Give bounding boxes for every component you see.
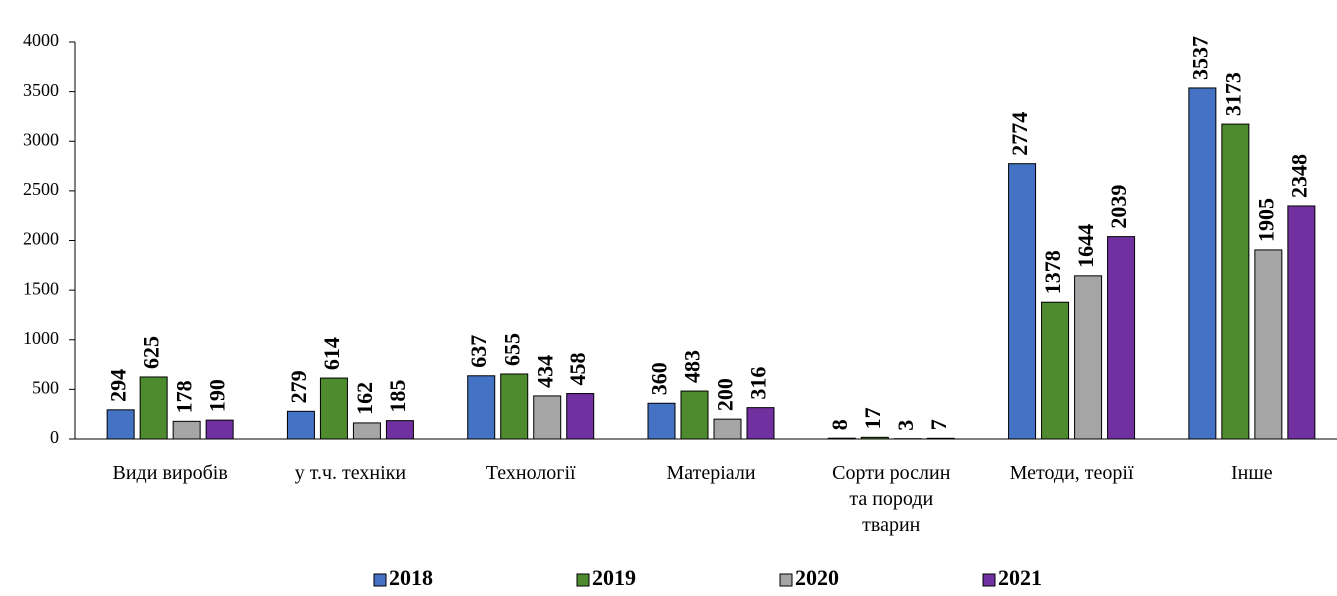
legend-swatch — [982, 573, 996, 587]
bar — [746, 407, 775, 440]
bar — [467, 375, 496, 440]
legend-swatch — [779, 573, 793, 587]
legend-label: 2021 — [998, 565, 1042, 590]
value-label: 185 — [385, 380, 410, 413]
bar — [713, 418, 742, 440]
value-label: 1905 — [1253, 198, 1278, 242]
value-label: 3 — [893, 420, 918, 431]
bar — [1188, 87, 1217, 440]
bar — [1254, 249, 1283, 440]
value-label: 17 — [860, 407, 885, 429]
bar — [500, 373, 529, 440]
value-label: 2774 — [1007, 112, 1032, 156]
value-label: 7 — [926, 419, 951, 430]
bar — [533, 395, 562, 440]
value-label: 614 — [319, 337, 344, 370]
legend-swatch — [373, 573, 387, 587]
bar — [566, 393, 595, 440]
y-tick-label: 3500 — [23, 80, 59, 100]
bar — [1074, 275, 1103, 440]
bar — [352, 422, 381, 440]
legend-label: 2020 — [795, 565, 839, 590]
value-label: 178 — [172, 380, 197, 413]
y-tick-label: 1000 — [23, 328, 59, 348]
bar — [139, 376, 168, 440]
value-label: 2039 — [1106, 185, 1131, 229]
value-label: 8 — [827, 419, 852, 430]
x-tick-label: Технології — [485, 462, 576, 484]
value-label: 637 — [466, 335, 491, 368]
value-label: 458 — [565, 353, 590, 386]
y-tick-label: 2500 — [23, 179, 59, 199]
bar — [1008, 163, 1037, 440]
value-label: 162 — [352, 382, 377, 415]
x-tick-label: у т.ч. техніки — [294, 462, 407, 484]
value-label: 483 — [680, 350, 705, 383]
value-label: 2348 — [1286, 154, 1311, 198]
value-label: 655 — [499, 333, 524, 366]
value-label: 294 — [106, 369, 131, 402]
legend-swatch — [576, 573, 590, 587]
bar — [827, 437, 856, 440]
value-label: 3173 — [1220, 72, 1245, 116]
bar — [1221, 123, 1250, 440]
bar — [319, 377, 348, 440]
y-tick-label: 3000 — [23, 129, 59, 149]
bar — [680, 390, 709, 440]
x-tick-label: Сорти рослин та породи тварин — [832, 462, 951, 536]
value-label: 190 — [205, 379, 230, 412]
bar — [926, 437, 955, 440]
bar — [286, 410, 315, 440]
value-label: 279 — [286, 370, 311, 403]
bar — [1041, 301, 1070, 440]
value-label: 200 — [713, 378, 738, 411]
bar — [1287, 205, 1316, 440]
x-tick-label: Види виробів — [112, 462, 228, 484]
x-tick-label: Інше — [1231, 462, 1273, 484]
legend-label: 2019 — [592, 565, 636, 590]
legend-label: 2018 — [389, 565, 433, 590]
value-label: 625 — [139, 336, 164, 369]
bar — [172, 420, 201, 440]
value-label: 360 — [647, 362, 672, 395]
bar — [106, 409, 135, 440]
bar — [205, 419, 234, 440]
value-label: 3537 — [1187, 36, 1212, 80]
y-tick-label: 0 — [50, 427, 59, 447]
value-label: 316 — [746, 367, 771, 400]
y-tick-label: 500 — [32, 378, 59, 398]
value-label: 1644 — [1073, 224, 1098, 268]
bar — [1107, 236, 1136, 440]
y-tick-label: 2000 — [23, 229, 59, 249]
y-tick-label: 4000 — [23, 30, 59, 50]
x-tick-label: Матеріали — [666, 462, 756, 484]
x-tick-label: Методи, теорії — [1009, 462, 1134, 484]
bar — [860, 436, 889, 440]
bar — [385, 420, 414, 440]
value-label: 434 — [532, 355, 557, 388]
value-label: 1378 — [1040, 250, 1065, 294]
y-tick-label: 1500 — [23, 278, 59, 298]
bar — [647, 402, 676, 440]
